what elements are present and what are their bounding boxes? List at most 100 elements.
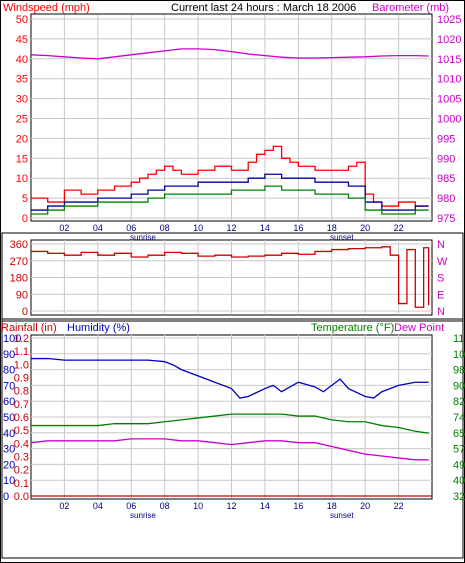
y-tick-label-wind: 5 [22, 193, 28, 205]
y-tick-label-wind: 10 [16, 173, 28, 185]
y-tick-label-barometer: 1000 [437, 114, 461, 126]
barometer-axis-label: Barometer (mb) [372, 2, 449, 14]
series-line-gust [31, 145, 429, 207]
y-tick-label-rain: 0.9 [14, 373, 29, 385]
x-tick-label: 04 [93, 223, 103, 233]
y-tick-label-wind: 25 [16, 114, 28, 126]
x-tick-label: 06 [126, 501, 136, 511]
y-tick-label-wind: 35 [16, 74, 28, 86]
y-tick-label-humidity: 30 [3, 444, 15, 456]
y-tick-label-temperature: 49 [453, 459, 465, 471]
y-tick-label-rain: 1.1 [14, 346, 29, 358]
rainfall-axis-label: Rainfall (in) [1, 322, 57, 334]
chart-title: Current last 24 hours : March 18 2006 [171, 2, 356, 14]
humidity-temperature-panel: 0 10 20 30 40 50 60 70 80 90 100 0.00.10.20.3 0.40.5… [1, 318, 465, 559]
x-tick-label: 02 [59, 223, 69, 233]
y-tick-label-compass: E [437, 289, 444, 301]
y-tick-label-degrees: 270 [10, 256, 28, 268]
x-tick-label: 04 [93, 501, 103, 511]
wind-barometer-panel: 0510152025303540455097598098599099510001… [16, 13, 461, 242]
humidity-axis-label: Humidity (%) [67, 322, 130, 334]
y-tick-label-rain: 0.2 [14, 465, 29, 477]
y-tick-label-rain: 1.0 [14, 359, 29, 371]
y-tick-label-barometer: 1010 [437, 74, 461, 86]
y-tick-label-wind: 50 [16, 14, 28, 26]
y-tick-label-rain: 0.0 [14, 491, 29, 503]
y-tick-label-wind: 45 [16, 34, 28, 46]
y-tick-label-barometer: 1025 [437, 14, 461, 26]
y-tick-label-humidity: 60 [3, 396, 15, 408]
temperature-axis-label: Temperature (°F) [311, 322, 394, 334]
sunrise-label: sunrise [130, 233, 156, 242]
sunrise-label: sunrise [130, 511, 156, 520]
y-tick-label-rain: 0.7 [14, 399, 29, 411]
x-tick-label: 08 [160, 223, 170, 233]
y-tick-label-temperature: 40 [453, 475, 465, 487]
section-border [1, 318, 464, 559]
y-tick-label-humidity: 90 [3, 349, 15, 361]
x-tick-label: 22 [394, 223, 404, 233]
y-tick-label-rain: 0.6 [14, 412, 29, 424]
x-tick-label: 16 [293, 223, 303, 233]
dewpoint-axis-label: Dew Point [394, 322, 444, 334]
sunset-label: sunset [330, 233, 354, 242]
y-tick-label-rain: 0.8 [14, 386, 29, 398]
y-tick-label-compass: N [437, 306, 445, 318]
y-tick-label-barometer: 990 [437, 153, 455, 165]
x-tick-label: 10 [193, 501, 203, 511]
y-tick-label-temperature: 74 [453, 412, 465, 424]
y-tick-label-barometer: 975 [437, 213, 455, 225]
x-tick-label: 02 [59, 501, 69, 511]
y-tick-label-humidity: 0 [3, 491, 9, 503]
y-tick-label-barometer: 995 [437, 133, 455, 145]
x-tick-label: 10 [193, 223, 203, 233]
y-tick-label-wind: 40 [16, 54, 28, 66]
sunset-label: sunset [330, 511, 354, 520]
series-line-barometer [30, 48, 429, 60]
y-tick-label-rain: 0.5 [14, 425, 29, 437]
x-tick-label: 12 [226, 501, 236, 511]
y-tick-label-rain: 0.4 [14, 438, 29, 450]
series-line-average [31, 173, 429, 211]
y-tick-label-degrees: 180 [10, 273, 28, 285]
y-tick-label-wind: 0 [22, 213, 28, 225]
y-tick-label-humidity: 40 [3, 428, 15, 440]
y-tick-label-compass: W [437, 256, 448, 268]
x-tick-label: 14 [260, 223, 270, 233]
x-tick-label: 22 [394, 501, 404, 511]
y-tick-label-temperature: 90 [453, 380, 465, 392]
y-tick-label-barometer: 1020 [437, 34, 461, 46]
y-tick-label-wind: 15 [16, 153, 28, 165]
y-tick-label-rain: 0.3 [14, 452, 29, 464]
y-tick-label-rain: 1.2 [14, 333, 29, 345]
y-tick-label-temperature: 32 [453, 491, 465, 503]
y-tick-label-humidity: 20 [3, 459, 15, 471]
series-line-temperature [31, 413, 429, 434]
y-tick-label-temperature: 115 [453, 333, 465, 345]
x-tick-label: 18 [327, 501, 337, 511]
y-tick-label-rain: 0.1 [14, 478, 29, 490]
y-tick-label-humidity: 100 [3, 333, 21, 345]
y-tick-label-temperature: 98 [453, 365, 465, 377]
x-tick-label: 18 [327, 223, 337, 233]
y-tick-label-temperature: 107 [453, 349, 465, 361]
x-tick-label: 16 [293, 501, 303, 511]
x-tick-label: 20 [360, 501, 370, 511]
y-tick-label-barometer: 1005 [437, 94, 461, 106]
x-tick-label: 12 [226, 223, 236, 233]
y-tick-label-degrees: 360 [10, 239, 28, 251]
x-tick-label: 08 [160, 501, 170, 511]
y-tick-label-humidity: 70 [3, 380, 15, 392]
y-tick-label-wind: 30 [16, 94, 28, 106]
y-tick-label-humidity: 80 [3, 365, 15, 377]
x-tick-label: 06 [126, 223, 136, 233]
wind-axis-label: Windspeed (mph) [3, 2, 90, 14]
series-line-low [31, 185, 429, 215]
series-line-humidity [31, 357, 429, 399]
series-line-direction [31, 246, 430, 308]
y-tick-label-barometer: 985 [437, 173, 455, 185]
y-tick-label-compass: S [437, 273, 444, 285]
y-tick-label-humidity: 10 [3, 475, 15, 487]
